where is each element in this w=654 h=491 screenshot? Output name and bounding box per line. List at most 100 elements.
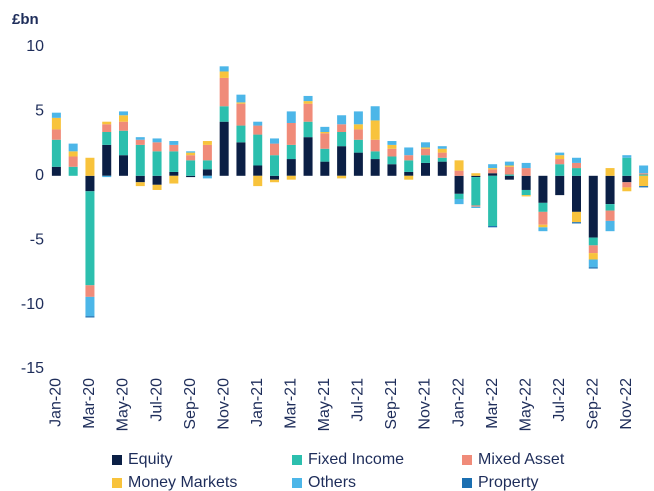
bar-segment	[555, 159, 565, 165]
x-tick-label: Nov-21	[417, 378, 434, 430]
bar-segment	[186, 155, 196, 161]
bar-segment	[152, 184, 162, 190]
x-tick-label: Jan-21	[249, 378, 266, 427]
legend-swatch	[112, 455, 122, 465]
bar-segment	[370, 151, 380, 160]
bar-segment	[102, 124, 112, 133]
bar-segment	[622, 182, 632, 188]
bar-segment	[370, 120, 380, 140]
y-tick-label: -15	[21, 360, 44, 377]
bar-segment	[488, 164, 498, 169]
bar-segment	[504, 165, 514, 167]
bar-segment	[253, 125, 263, 135]
bar-segment	[51, 139, 61, 167]
bar-segment	[219, 66, 229, 72]
bar-segment	[404, 171, 414, 176]
bar-segment	[404, 155, 414, 161]
bar-segment	[454, 160, 464, 171]
bar-segment	[119, 130, 128, 156]
y-tick-label: -10	[21, 296, 44, 313]
y-tick-label: 10	[26, 38, 44, 55]
bar-segment	[488, 168, 498, 170]
bar-segment	[555, 164, 565, 176]
bar-segment	[102, 175, 112, 178]
bar-segment	[186, 175, 196, 178]
bar-segment	[605, 168, 615, 176]
bar-segment	[186, 152, 196, 156]
bar-segment	[337, 132, 347, 147]
bar-segment	[639, 173, 649, 175]
x-tick-label: Mar-21	[282, 378, 299, 429]
x-tick-label: Mar-22	[484, 378, 501, 429]
legend-swatch	[462, 455, 472, 465]
bar-segment	[303, 137, 313, 176]
bar-segment	[135, 175, 145, 183]
bar-segment	[639, 174, 649, 176]
bar-segment	[85, 296, 95, 317]
bar-segment	[135, 182, 145, 187]
x-tick-label: Jul-20	[148, 378, 165, 422]
bar-segment	[437, 161, 447, 176]
bar-segment	[219, 71, 229, 78]
bar-segment	[219, 106, 229, 122]
legend-label: Property	[478, 474, 538, 491]
bar-segment	[119, 115, 128, 122]
bar-segment	[555, 175, 565, 196]
bar-segment	[521, 162, 531, 169]
x-tick-label: Mar-20	[81, 378, 98, 429]
bar-segment	[437, 146, 447, 149]
bar-segment	[320, 133, 330, 149]
y-tick-label: 0	[35, 167, 44, 184]
bar-segment	[605, 220, 615, 232]
bar-segment	[337, 115, 347, 125]
bar-segment	[437, 148, 447, 153]
bar-segment	[421, 155, 430, 163]
bar-segment	[320, 161, 330, 176]
bar-segment	[370, 106, 380, 121]
bar-segment	[236, 103, 246, 126]
legend-label: Others	[308, 474, 356, 491]
bar-segment	[353, 124, 363, 130]
bar-segment	[236, 142, 246, 176]
bar-segment	[270, 138, 279, 144]
bar-segment	[555, 155, 565, 160]
bar-segment	[169, 141, 179, 145]
bar-segment	[387, 164, 397, 176]
bar-segment	[521, 195, 531, 197]
bar-segment	[102, 121, 112, 125]
bar-segment	[639, 186, 649, 188]
bar-segment	[85, 175, 95, 192]
bar-segment	[572, 157, 581, 163]
bar-segment	[337, 124, 347, 133]
bar-segment	[471, 206, 481, 208]
bar-segment	[488, 226, 498, 228]
bar-segment	[236, 102, 246, 104]
x-tick-label: May-20	[115, 378, 132, 431]
bar-segment	[253, 175, 263, 187]
bar-segment	[504, 174, 514, 176]
bar-segment	[538, 211, 548, 225]
bar-segment	[85, 285, 95, 297]
legend-label: Mixed Asset	[478, 451, 565, 468]
bar-segment	[454, 193, 464, 199]
bar-segment	[437, 152, 447, 158]
bar-segment	[504, 175, 514, 180]
bar-segment	[286, 159, 296, 176]
bar-segment	[504, 161, 514, 166]
bar-segment	[119, 111, 128, 116]
legend-swatch	[112, 478, 122, 488]
bar-segment	[219, 121, 229, 176]
bar-segment	[488, 169, 498, 174]
bar-segment	[572, 168, 581, 176]
legend-swatch	[292, 478, 302, 488]
bar-segment	[286, 144, 296, 160]
bar-segment	[370, 139, 380, 152]
bar-segment	[152, 138, 162, 143]
y-axis-label: £bn	[12, 11, 39, 28]
bar-segment	[337, 175, 347, 179]
bar-segment	[572, 175, 581, 212]
bar-segment	[421, 162, 430, 176]
bar-segment	[622, 175, 632, 183]
bar-segment	[572, 222, 581, 224]
